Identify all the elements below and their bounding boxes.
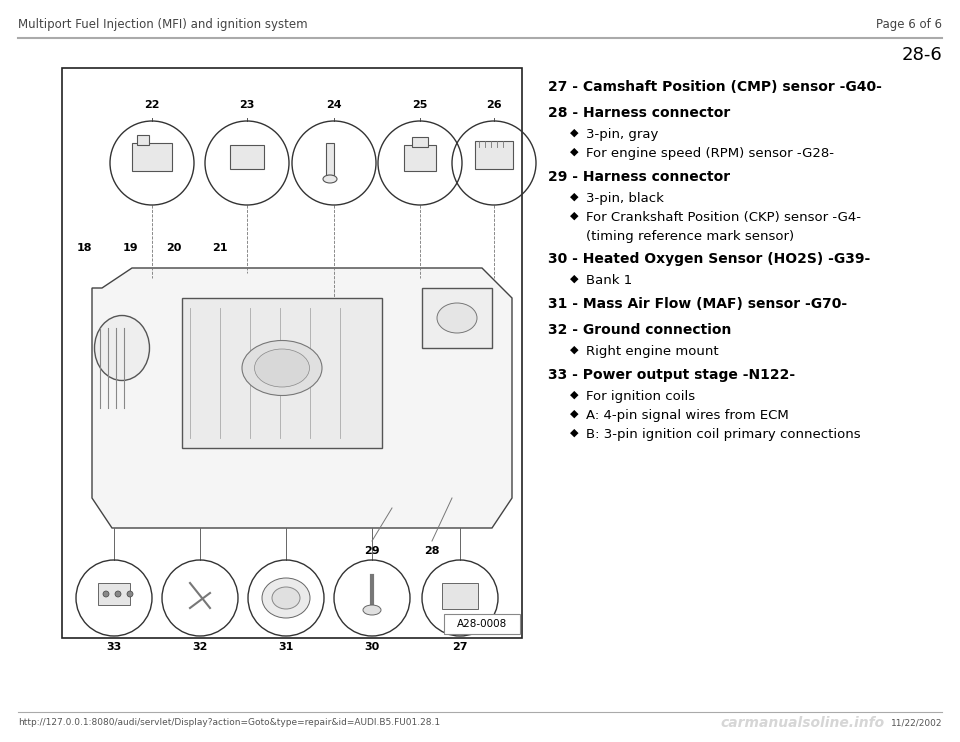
Ellipse shape bbox=[323, 175, 337, 183]
Ellipse shape bbox=[94, 315, 150, 381]
Text: 30 - Heated Oxygen Sensor (HO2S) -G39-: 30 - Heated Oxygen Sensor (HO2S) -G39- bbox=[548, 252, 871, 266]
Bar bbox=[62, 68, 522, 638]
Bar bbox=[230, 145, 264, 169]
Text: 23: 23 bbox=[239, 100, 254, 110]
Text: ◆: ◆ bbox=[570, 428, 579, 438]
Text: 3-pin, black: 3-pin, black bbox=[586, 192, 664, 205]
Text: 29 - Harness connector: 29 - Harness connector bbox=[548, 170, 731, 184]
Text: 33: 33 bbox=[107, 642, 122, 652]
Text: ◆: ◆ bbox=[570, 192, 579, 202]
Text: carmanualsoline.info: carmanualsoline.info bbox=[720, 716, 884, 730]
Text: ◆: ◆ bbox=[570, 345, 579, 355]
Text: ◆: ◆ bbox=[570, 128, 579, 138]
Text: 19: 19 bbox=[122, 243, 138, 253]
Text: 26: 26 bbox=[486, 100, 502, 110]
Bar bbox=[326, 143, 334, 175]
Text: A: 4-pin signal wires from ECM: A: 4-pin signal wires from ECM bbox=[586, 409, 789, 422]
Text: 27: 27 bbox=[452, 642, 468, 652]
Bar bbox=[404, 145, 436, 171]
Text: For engine speed (RPM) sensor -G28-: For engine speed (RPM) sensor -G28- bbox=[586, 147, 834, 160]
Text: 22: 22 bbox=[144, 100, 159, 110]
Text: 29: 29 bbox=[364, 546, 380, 556]
Ellipse shape bbox=[262, 578, 310, 618]
Text: (timing reference mark sensor): (timing reference mark sensor) bbox=[586, 230, 794, 243]
Circle shape bbox=[115, 591, 121, 597]
Text: 18: 18 bbox=[76, 243, 92, 253]
Text: 25: 25 bbox=[412, 100, 428, 110]
Circle shape bbox=[103, 591, 109, 597]
Circle shape bbox=[127, 591, 133, 597]
Bar bbox=[182, 298, 382, 448]
Text: 33 - Power output stage -N122-: 33 - Power output stage -N122- bbox=[548, 368, 795, 382]
Ellipse shape bbox=[242, 341, 322, 395]
Text: B: 3-pin ignition coil primary connections: B: 3-pin ignition coil primary connectio… bbox=[586, 428, 860, 441]
Text: ◆: ◆ bbox=[570, 409, 579, 419]
Text: 31: 31 bbox=[278, 642, 294, 652]
Bar bbox=[442, 583, 478, 609]
Bar bbox=[444, 614, 520, 634]
Bar bbox=[475, 141, 513, 169]
Text: 27 - Camshaft Position (CMP) sensor -G40-: 27 - Camshaft Position (CMP) sensor -G40… bbox=[548, 80, 882, 94]
Text: For ignition coils: For ignition coils bbox=[586, 390, 695, 403]
Text: 28 - Harness connector: 28 - Harness connector bbox=[548, 106, 731, 120]
Text: 21: 21 bbox=[212, 243, 228, 253]
Bar bbox=[422, 288, 492, 348]
Text: ◆: ◆ bbox=[570, 390, 579, 400]
Text: 30: 30 bbox=[365, 642, 379, 652]
Text: ◆: ◆ bbox=[570, 274, 579, 284]
Text: Page 6 of 6: Page 6 of 6 bbox=[876, 18, 942, 31]
Text: ◆: ◆ bbox=[570, 147, 579, 157]
Text: 24: 24 bbox=[326, 100, 342, 110]
Text: 28-6: 28-6 bbox=[901, 46, 942, 64]
Text: For Crankshaft Position (CKP) sensor -G4-: For Crankshaft Position (CKP) sensor -G4… bbox=[586, 211, 861, 224]
Text: A28-0008: A28-0008 bbox=[457, 619, 507, 629]
Text: 11/22/2002: 11/22/2002 bbox=[891, 718, 942, 727]
Text: 31 - Mass Air Flow (MAF) sensor -G70-: 31 - Mass Air Flow (MAF) sensor -G70- bbox=[548, 297, 847, 311]
Text: http://127.0.0.1:8080/audi/servlet/Display?action=Goto&type=repair&id=AUDI.B5.FU: http://127.0.0.1:8080/audi/servlet/Displ… bbox=[18, 718, 440, 727]
Text: 28: 28 bbox=[424, 546, 440, 556]
Text: 32 - Ground connection: 32 - Ground connection bbox=[548, 323, 732, 337]
Text: Bank 1: Bank 1 bbox=[586, 274, 633, 287]
Bar bbox=[137, 135, 149, 145]
Text: 32: 32 bbox=[192, 642, 207, 652]
Ellipse shape bbox=[363, 605, 381, 615]
Text: 3-pin, gray: 3-pin, gray bbox=[586, 128, 659, 141]
Text: 20: 20 bbox=[166, 243, 181, 253]
Text: Multiport Fuel Injection (MFI) and ignition system: Multiport Fuel Injection (MFI) and ignit… bbox=[18, 18, 307, 31]
Text: ◆: ◆ bbox=[570, 211, 579, 221]
Bar bbox=[132, 143, 172, 171]
Bar bbox=[98, 583, 130, 605]
Bar bbox=[412, 137, 428, 147]
Ellipse shape bbox=[254, 349, 309, 387]
Polygon shape bbox=[92, 268, 512, 528]
Ellipse shape bbox=[272, 587, 300, 609]
Text: Right engine mount: Right engine mount bbox=[586, 345, 719, 358]
Ellipse shape bbox=[437, 303, 477, 333]
